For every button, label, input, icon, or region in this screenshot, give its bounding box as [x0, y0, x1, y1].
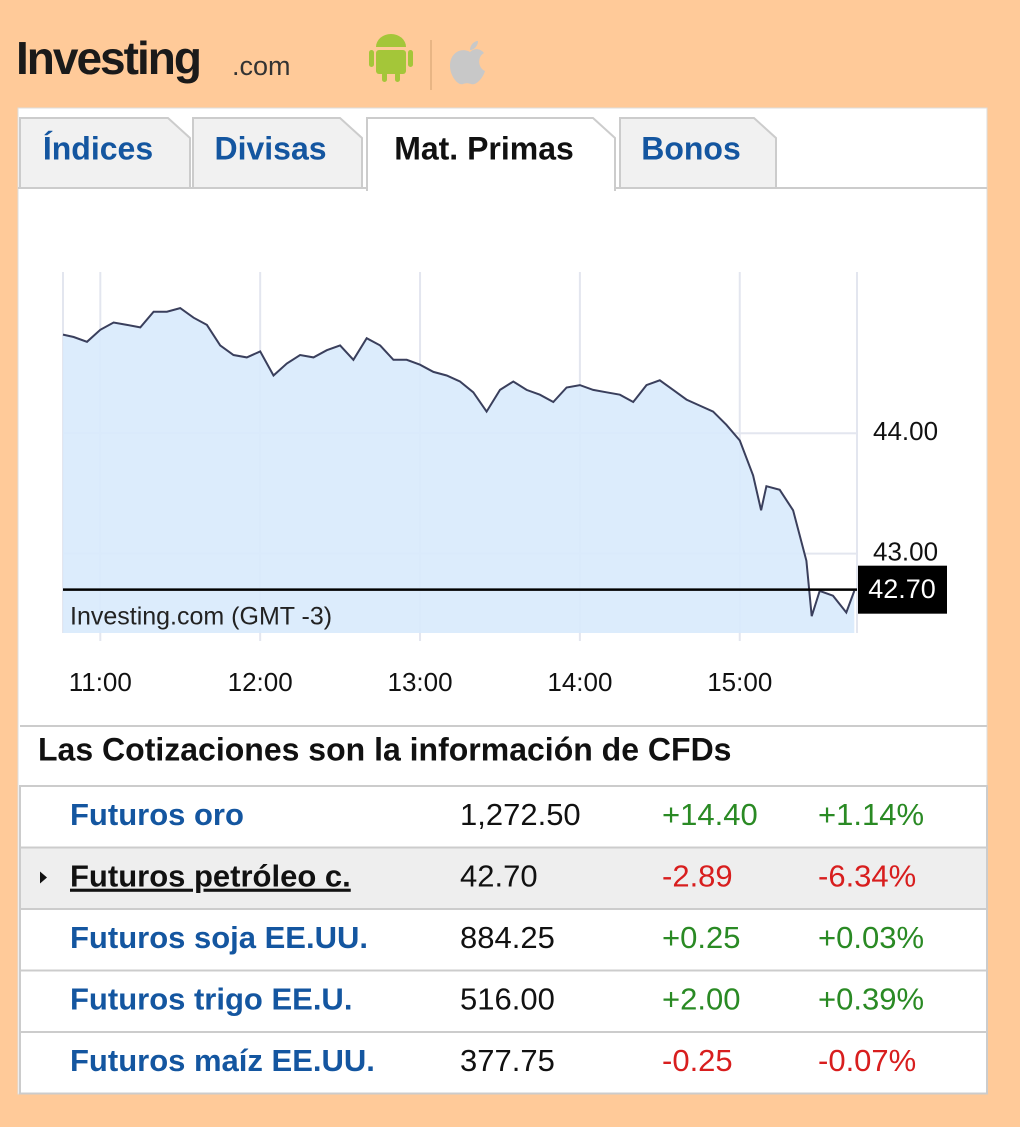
x-tick-label: 13:00	[387, 667, 452, 697]
price-line	[62, 307, 856, 617]
tab-label[interactable]: Bonos	[641, 130, 741, 166]
cell: +14.40	[662, 797, 758, 832]
instrument-name[interactable]: Futuros oro	[70, 797, 244, 832]
cell: +0.03%	[818, 920, 924, 955]
last-price-box	[858, 565, 947, 614]
android-icon[interactable]	[369, 34, 413, 82]
cell: 884.25	[460, 920, 555, 955]
instrument-name[interactable]: Futuros maíz EE.UU.	[70, 1043, 375, 1078]
cell: +0.25	[662, 920, 740, 955]
x-tick-label: 15:00	[707, 667, 772, 697]
area-fill	[63, 308, 855, 633]
table-title: Las Cotizaciones son la información de C…	[38, 731, 731, 767]
cell: +2.00	[662, 982, 740, 1017]
cell: +1.14%	[818, 797, 924, 832]
cell: 377.75	[460, 1043, 555, 1078]
tab-cover	[368, 186, 614, 192]
table-row	[19, 969, 988, 1033]
apple-icon[interactable]	[450, 41, 485, 85]
logo: Investing	[16, 32, 200, 84]
tab-label[interactable]: Mat. Primas	[394, 130, 574, 166]
x-tick-label: 14:00	[547, 667, 612, 697]
x-tick-label: 11:00	[69, 667, 132, 697]
cell: 42.70	[460, 859, 538, 894]
instrument-name[interactable]: Futuros soja EE.UU.	[70, 920, 368, 955]
tab-label[interactable]: Divisas	[214, 130, 326, 166]
last-price-label: 42.70	[868, 574, 936, 604]
tab-label[interactable]: Índices	[43, 130, 153, 166]
tab[interactable]	[19, 117, 191, 189]
table-row	[19, 846, 988, 910]
row-marker	[40, 871, 47, 884]
cell: +0.39%	[818, 982, 924, 1017]
watermark: Investing.com (GMT -3)	[70, 603, 332, 631]
cell: -0.07%	[818, 1043, 916, 1078]
instrument-name[interactable]: Futuros trigo EE.U.	[70, 982, 352, 1017]
cell: 1,272.50	[460, 797, 581, 832]
table-row	[19, 785, 988, 849]
cell: 516.00	[460, 982, 555, 1017]
logo-suffix: .com	[232, 51, 291, 81]
table-row	[19, 1031, 988, 1095]
table-row	[19, 908, 988, 972]
y-tick-label: 44.00	[873, 416, 938, 446]
cell: -0.25	[662, 1043, 733, 1078]
x-tick-label: 12:00	[228, 667, 293, 697]
tab[interactable]	[192, 117, 363, 189]
y-tick-label: 43.00	[873, 536, 938, 566]
instrument-name[interactable]: Futuros petróleo c.	[70, 859, 351, 894]
cell: -6.34%	[818, 859, 916, 894]
tab[interactable]	[619, 117, 777, 189]
cell: -2.89	[662, 859, 733, 894]
